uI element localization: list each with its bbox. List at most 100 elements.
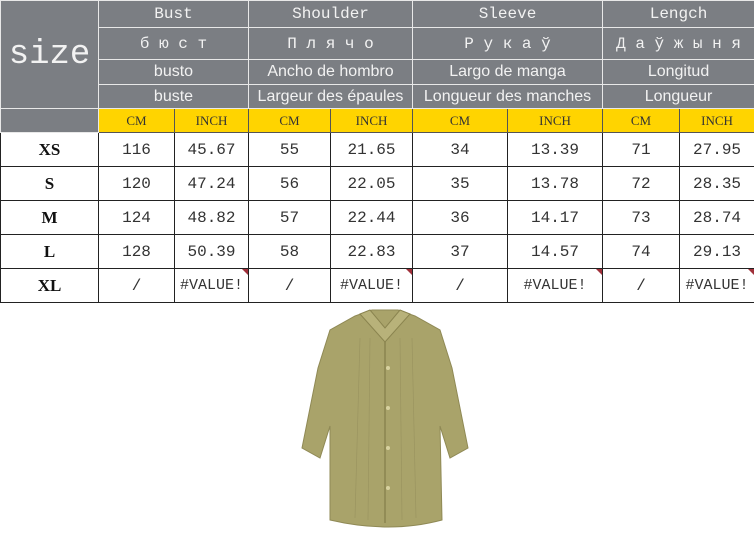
table-cell: #VALUE!	[506, 268, 604, 303]
cell-value: 58	[279, 242, 300, 261]
table-cell: 29.13	[679, 234, 754, 269]
table-row: XL / #VALUE! / #VALUE! / #VALUE! / #VALUE!	[0, 268, 754, 303]
cell-value: 22.83	[347, 242, 396, 261]
shoulder-header-fr: Largeur des épaules	[248, 84, 413, 109]
length-header-es: Longitud	[602, 59, 754, 85]
table-cell: 28.74	[679, 200, 754, 235]
table-cell: /	[412, 268, 508, 303]
cell-value: 14.17	[531, 208, 580, 227]
cell-value: 124	[122, 208, 151, 227]
shirt-buttons	[386, 366, 390, 490]
comment-marker-icon	[406, 269, 412, 275]
table-row: M 124 48.82 57 22.44 36 14.17 73 28.74	[0, 200, 754, 235]
unit-inch: INCH	[174, 108, 249, 133]
cell-value: 116	[122, 140, 151, 159]
table-cell: 13.39	[506, 132, 604, 167]
shirt-photo	[301, 309, 469, 528]
table-cell: /	[602, 268, 681, 303]
sleeve-header-es: Largo de manga	[411, 59, 604, 85]
table-cell: 36	[412, 200, 508, 235]
table-cell: 73	[602, 200, 681, 235]
cell-value: 14.57	[531, 242, 580, 261]
table-cell: 22.44	[330, 200, 413, 235]
table-cell: 48.82	[174, 200, 249, 235]
cell-value: 37	[450, 242, 470, 261]
table-cell: 72	[602, 166, 681, 201]
bust-header-ru: б ю с т	[98, 27, 249, 60]
table-cell: 57	[248, 200, 331, 235]
cell-value: 35	[450, 174, 470, 193]
comment-marker-icon	[596, 269, 602, 275]
cell-value: #VALUE!	[339, 277, 403, 294]
cell-value: 28.35	[693, 174, 742, 193]
size-label: L	[0, 234, 99, 269]
bust-header-en: Bust	[98, 0, 249, 28]
cell-value: #VALUE!	[523, 277, 587, 294]
table-cell: /	[98, 268, 175, 303]
table-cell: 14.17	[506, 200, 604, 235]
cell-value: /	[284, 276, 295, 295]
table-cell: #VALUE!	[174, 268, 249, 303]
cell-value: 13.78	[531, 174, 580, 193]
table-cell: 14.57	[506, 234, 604, 269]
unit-row: CM INCH CM INCH CM INCH CM INCH	[0, 108, 754, 133]
cell-value: 73	[631, 208, 651, 227]
cell-value: 22.44	[347, 208, 396, 227]
cell-value: 71	[631, 140, 651, 159]
cell-value: /	[455, 276, 465, 295]
size-label: M	[0, 200, 99, 235]
table-cell: 56	[248, 166, 331, 201]
comment-marker-icon	[748, 269, 754, 275]
cell-value: 57	[279, 208, 300, 227]
unit-cm: CM	[602, 108, 681, 133]
unit-inch: INCH	[506, 108, 604, 133]
sleeve-header-en: Sleeve	[411, 0, 604, 28]
table-cell: 71	[602, 132, 681, 167]
sleeve-header-ru: Р у к а ў	[411, 27, 604, 60]
cell-value: 120	[122, 174, 151, 193]
table-cell: 45.67	[174, 132, 249, 167]
table-cell: 35	[412, 166, 508, 201]
unit-inch: INCH	[679, 108, 754, 133]
table-cell: 27.95	[679, 132, 754, 167]
cell-value: 72	[631, 174, 651, 193]
size-label: XL	[0, 268, 99, 303]
shoulder-header-ru: П л я ч о	[248, 27, 413, 60]
table-cell: #VALUE!	[330, 268, 413, 303]
table-cell: 47.24	[174, 166, 249, 201]
table-cell: 22.83	[330, 234, 413, 269]
cell-value: 13.39	[531, 140, 580, 159]
table-cell: 28.35	[679, 166, 754, 201]
cell-value: 48.82	[187, 208, 236, 227]
table-cell: 124	[98, 200, 175, 235]
cell-value: 50.39	[187, 242, 236, 261]
table-cell: /	[248, 268, 331, 303]
length-header-en: Lengch	[602, 0, 754, 28]
size-label: XS	[0, 132, 99, 167]
cell-value: 22.05	[347, 174, 396, 193]
table-cell: 58	[248, 234, 331, 269]
unit-row-blank	[0, 108, 99, 133]
table-cell: 120	[98, 166, 175, 201]
cell-value: 36	[450, 208, 470, 227]
cell-value: 29.13	[693, 242, 742, 261]
table-cell: 21.65	[330, 132, 413, 167]
size-chart-table: size Bust Shoulder Sleeve Lengch б ю с т…	[0, 0, 754, 303]
table-cell: 13.78	[506, 166, 604, 201]
cell-value: 21.65	[347, 140, 396, 159]
cell-value: /	[131, 276, 142, 295]
cell-value: 55	[279, 140, 300, 159]
table-cell: 50.39	[174, 234, 249, 269]
comment-marker-icon	[242, 269, 248, 275]
table-row: L 128 50.39 58 22.83 37 14.57 74 29.13	[0, 234, 754, 269]
sleeve-header-fr: Longueur des manches	[411, 84, 604, 109]
cell-value: /	[636, 276, 646, 295]
table-cell: 74	[602, 234, 681, 269]
table-row: S 120 47.24 56 22.05 35 13.78 72 28.35	[0, 166, 754, 201]
length-header-fr: Longueur	[602, 84, 754, 109]
table-cell: 55	[248, 132, 331, 167]
cell-value: 74	[631, 242, 651, 261]
unit-cm: CM	[412, 108, 508, 133]
unit-cm: CM	[98, 108, 175, 133]
unit-cm: CM	[248, 108, 331, 133]
